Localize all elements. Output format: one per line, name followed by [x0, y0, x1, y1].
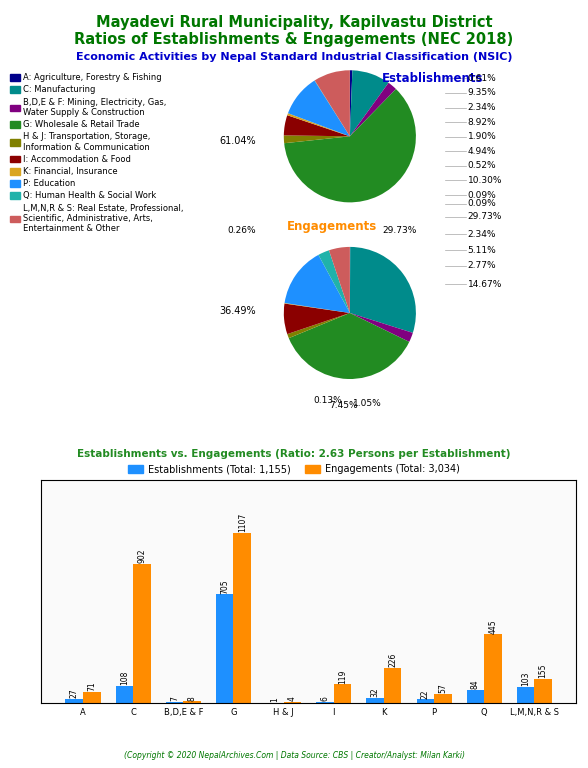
Text: (Copyright © 2020 NepalArchives.Com | Data Source: CBS | Creator/Analyst: Milan : (Copyright © 2020 NepalArchives.Com | Da…: [123, 751, 465, 760]
Wedge shape: [319, 250, 350, 313]
Text: 119: 119: [338, 669, 347, 684]
Text: 2.77%: 2.77%: [467, 261, 496, 270]
Bar: [366, 698, 384, 703]
Text: 2.34%: 2.34%: [467, 230, 496, 239]
Text: 4: 4: [288, 697, 297, 701]
Wedge shape: [315, 70, 350, 137]
Text: 155: 155: [539, 664, 547, 678]
Text: 1.90%: 1.90%: [467, 132, 496, 141]
Text: 7: 7: [170, 696, 179, 701]
Text: Mayadevi Rural Municipality, Kapilvastu District: Mayadevi Rural Municipality, Kapilvastu …: [96, 15, 492, 31]
Wedge shape: [288, 113, 350, 137]
Bar: [434, 694, 452, 703]
Wedge shape: [285, 255, 350, 313]
Text: 226: 226: [388, 653, 397, 667]
Text: 22: 22: [421, 689, 430, 699]
Wedge shape: [350, 83, 396, 137]
Bar: [233, 533, 251, 703]
Bar: [65, 699, 83, 703]
Text: 0.61%: 0.61%: [467, 74, 496, 83]
Text: Establishments: Establishments: [382, 72, 483, 85]
Bar: [416, 700, 434, 703]
Text: Engagements: Engagements: [287, 220, 377, 233]
Wedge shape: [284, 115, 350, 137]
Bar: [133, 564, 151, 703]
Bar: [534, 679, 552, 703]
Bar: [216, 594, 233, 703]
Text: 902: 902: [138, 549, 146, 564]
Bar: [517, 687, 534, 703]
Text: 32: 32: [370, 687, 380, 697]
Legend: Establishments (Total: 1,155), Engagements (Total: 3,034): Establishments (Total: 1,155), Engagemen…: [125, 460, 463, 478]
Text: 29.73%: 29.73%: [467, 212, 502, 221]
Text: 1: 1: [270, 697, 279, 702]
Text: 9.35%: 9.35%: [467, 88, 496, 98]
Wedge shape: [315, 81, 350, 137]
Text: 14.67%: 14.67%: [467, 280, 502, 289]
Wedge shape: [284, 303, 350, 334]
Text: 1.05%: 1.05%: [353, 399, 382, 409]
Text: 0.52%: 0.52%: [467, 161, 496, 170]
Wedge shape: [350, 71, 389, 137]
Text: 8: 8: [188, 696, 196, 700]
Wedge shape: [288, 81, 350, 137]
Text: 4.94%: 4.94%: [467, 147, 496, 156]
Text: 445: 445: [489, 619, 497, 634]
Wedge shape: [288, 313, 350, 338]
Text: 10.30%: 10.30%: [467, 176, 502, 185]
Text: 103: 103: [521, 672, 530, 686]
Bar: [485, 634, 502, 703]
Text: 6: 6: [320, 696, 329, 701]
Text: Ratios of Establishments & Engagements (NEC 2018): Ratios of Establishments & Engagements (…: [74, 32, 514, 48]
Text: 0.09%: 0.09%: [467, 190, 496, 200]
Text: 84: 84: [471, 680, 480, 689]
Wedge shape: [350, 247, 416, 333]
Wedge shape: [350, 313, 413, 342]
Text: Establishments vs. Engagements (Ratio: 2.63 Persons per Establishment): Establishments vs. Engagements (Ratio: 2…: [77, 449, 511, 459]
Wedge shape: [350, 70, 352, 137]
Text: 8.92%: 8.92%: [467, 118, 496, 127]
Text: 705: 705: [220, 579, 229, 594]
Text: 71: 71: [87, 681, 96, 691]
Bar: [316, 702, 334, 703]
Text: 7.45%: 7.45%: [330, 401, 358, 410]
Text: 36.49%: 36.49%: [219, 306, 256, 316]
Wedge shape: [289, 313, 409, 379]
Bar: [467, 690, 485, 703]
Bar: [384, 668, 402, 703]
Legend: A: Agriculture, Forestry & Fishing, C: Manufacturing, B,D,E & F: Mining, Electri: A: Agriculture, Forestry & Fishing, C: M…: [10, 73, 184, 233]
Text: Economic Activities by Nepal Standard Industrial Classification (NSIC): Economic Activities by Nepal Standard In…: [76, 52, 512, 62]
Text: 27: 27: [70, 688, 79, 698]
Text: 2.34%: 2.34%: [467, 103, 496, 112]
Wedge shape: [329, 247, 350, 313]
Bar: [116, 686, 133, 703]
Bar: [166, 702, 183, 703]
Text: 29.73%: 29.73%: [382, 226, 416, 235]
Wedge shape: [285, 303, 350, 313]
Text: 0.26%: 0.26%: [227, 226, 256, 235]
Bar: [83, 692, 101, 703]
Bar: [183, 701, 201, 703]
Text: 57: 57: [438, 684, 447, 694]
Wedge shape: [284, 89, 416, 202]
Text: 1107: 1107: [238, 513, 247, 532]
Bar: [334, 684, 351, 703]
Text: 108: 108: [120, 671, 129, 685]
Wedge shape: [284, 135, 350, 143]
Text: 0.09%: 0.09%: [467, 199, 496, 208]
Text: 5.11%: 5.11%: [467, 246, 496, 255]
Text: 0.13%: 0.13%: [314, 396, 342, 406]
Text: 61.04%: 61.04%: [219, 136, 256, 147]
